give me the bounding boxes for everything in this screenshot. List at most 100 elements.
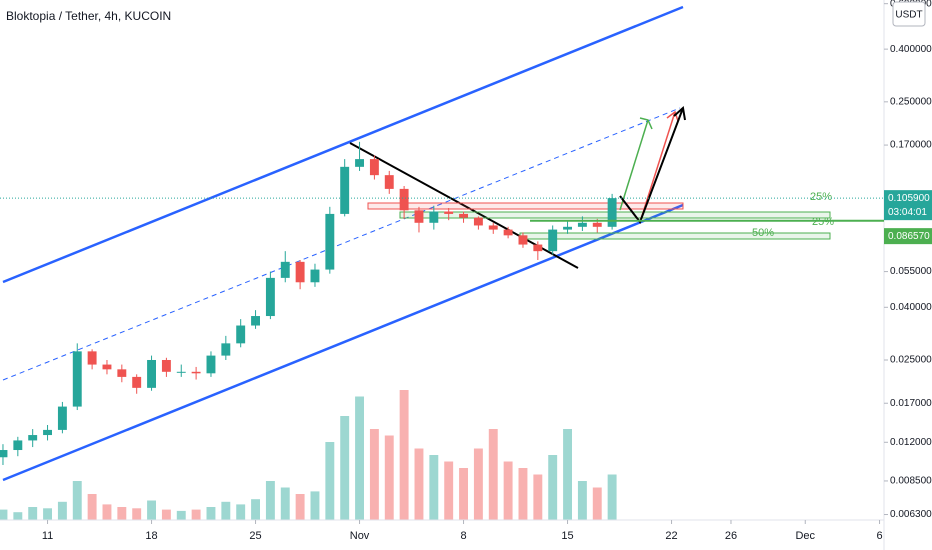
- candle-body: [325, 213, 335, 270]
- volume-bar: [147, 500, 156, 520]
- candle-body: [147, 359, 156, 388]
- volume-bar: [444, 461, 454, 520]
- candle-body: [102, 364, 112, 370]
- x-tick-label: Dec: [795, 530, 815, 542]
- volume-bar: [488, 429, 498, 520]
- y-tick-label: 0.006300: [890, 509, 932, 520]
- x-tick-label: 6: [876, 530, 882, 542]
- volume-bar: [429, 455, 439, 520]
- volume-bar: [265, 481, 275, 520]
- candle-body: [176, 371, 186, 373]
- volume-bar: [0, 509, 8, 520]
- volume-bar: [607, 474, 617, 520]
- level-price-box: [884, 228, 932, 245]
- candle-body: [236, 325, 246, 344]
- y-tick-label: 0.008500: [890, 476, 932, 487]
- arrow-head: [666, 110, 679, 122]
- arrow-green: [619, 119, 649, 211]
- volume-bar: [355, 396, 364, 520]
- y-tick-label: 0.017000: [890, 398, 932, 409]
- candle-body: [265, 277, 275, 317]
- x-tick-label: 15: [561, 530, 573, 542]
- volume-bar: [473, 448, 483, 520]
- candles: [0, 141, 617, 465]
- volume-bar: [295, 494, 305, 520]
- candle-body: [384, 175, 394, 189]
- annotation: 50%: [752, 227, 774, 239]
- channel-bottom: [2, 203, 684, 482]
- candle-body: [399, 188, 409, 211]
- currency-badge[interactable]: [892, 1, 926, 27]
- annotation: 25%: [812, 216, 834, 228]
- candle-body: [533, 244, 543, 252]
- channel-mid: [2, 107, 681, 381]
- y-tick-label: 0.012000: [890, 437, 932, 448]
- volume-bar: [399, 390, 409, 520]
- volume-bar: [592, 487, 602, 520]
- zone-red: [367, 202, 684, 210]
- candle-body: [548, 229, 558, 252]
- x-tick-label: 26: [725, 530, 737, 542]
- volume-bar: [577, 481, 587, 520]
- candle-body: [444, 211, 454, 214]
- volume-bar: [325, 442, 335, 520]
- volume-bar: [310, 491, 320, 520]
- candle-body: [414, 210, 424, 223]
- candle-body: [310, 269, 320, 283]
- y-tick-label: 0.025000: [890, 355, 932, 366]
- candle-body: [87, 351, 97, 365]
- y-tick-label: 0.040000: [890, 302, 932, 313]
- candle-body: [488, 225, 498, 230]
- volume-bar: [384, 435, 394, 520]
- candle-body: [28, 435, 38, 441]
- volume-bar: [43, 508, 52, 520]
- candle-body: [251, 316, 260, 326]
- chart-title: Bloktopia / Tether, 4h, KUCOIN: [6, 9, 171, 23]
- candle-body: [592, 222, 602, 227]
- volume-bar: [548, 455, 558, 520]
- volume-bar: [117, 507, 127, 520]
- volume-bar: [57, 501, 67, 520]
- arrow-head: [673, 106, 686, 121]
- volume-bar: [533, 474, 543, 520]
- annotations: 25% 25% 50%: [752, 191, 834, 239]
- volume-bar: [563, 429, 572, 520]
- candle-body: [473, 217, 483, 226]
- candle-body: [429, 211, 439, 223]
- x-tick-label: 11: [42, 530, 53, 542]
- x-tick-label: 18: [145, 530, 157, 542]
- candle-body: [221, 343, 231, 356]
- volume-bar: [503, 461, 513, 520]
- y-tick-label: 0.055000: [890, 266, 932, 277]
- candle-body: [355, 159, 364, 167]
- volume-bar: [459, 468, 468, 520]
- volume-bar: [102, 504, 112, 520]
- volume-bar: [176, 510, 186, 520]
- volume-bar: [206, 507, 216, 520]
- volume-bar: [414, 448, 424, 520]
- y-tick-label: 0.170000: [890, 140, 932, 151]
- candle-body: [191, 371, 201, 374]
- volume-bar: [87, 494, 97, 520]
- annotation: 25%: [810, 191, 832, 203]
- candle-body: [563, 226, 572, 230]
- volume-bar: [132, 508, 142, 520]
- candle-body: [132, 376, 142, 388]
- volume-bar: [161, 509, 171, 520]
- candle-body: [607, 198, 617, 227]
- price-axis: [884, 0, 932, 550]
- candle-body: [0, 450, 8, 458]
- currency-label: USDT: [895, 10, 922, 21]
- candle-body: [518, 235, 528, 245]
- x-tick-label: 8: [460, 530, 466, 542]
- zone-green: [519, 232, 831, 240]
- volume-bar: [251, 499, 260, 520]
- last-price-label: 0.105900: [888, 193, 930, 204]
- volume-bar: [236, 504, 246, 520]
- volume-bar: [72, 481, 82, 520]
- candle-body: [57, 406, 67, 430]
- candle-body: [369, 159, 379, 176]
- candle-body: [280, 261, 290, 278]
- candle-body: [161, 359, 171, 372]
